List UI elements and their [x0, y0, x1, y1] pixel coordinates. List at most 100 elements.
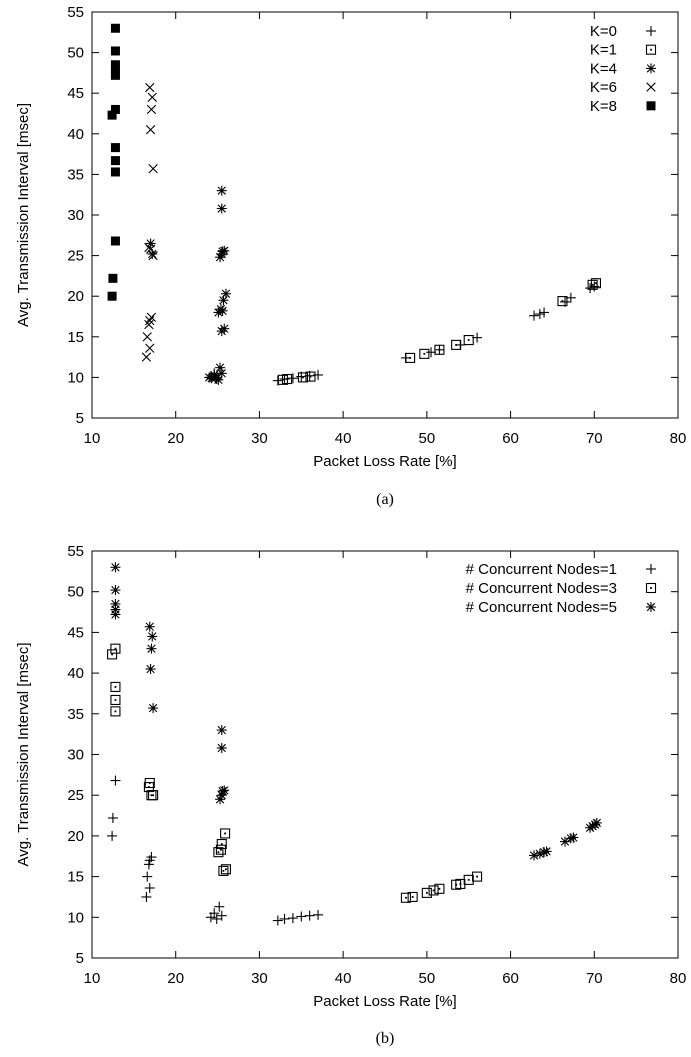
- data-point: [216, 838, 227, 850]
- data-point: [216, 742, 227, 753]
- data-point: [568, 832, 579, 843]
- marker-fill: [110, 23, 120, 33]
- data-point: [147, 248, 158, 259]
- marker-stroke: [148, 249, 157, 259]
- marker-stroke: [560, 837, 570, 846]
- marker-stroke: [141, 352, 152, 362]
- y-axis-title: Avg. Transmission Interval [msec]: [15, 643, 32, 867]
- marker-stroke: [569, 833, 578, 842]
- panel-caption: (b): [376, 1030, 395, 1047]
- data-point: [313, 909, 324, 920]
- series-2: [110, 562, 602, 861]
- data-point: [146, 852, 157, 863]
- marker-dot: [650, 587, 652, 589]
- data-point: [142, 332, 152, 342]
- data-point: [145, 82, 155, 93]
- marker-dot: [217, 851, 220, 854]
- data-point: [216, 203, 227, 214]
- marker-stroke: [645, 44, 657, 55]
- marker-stroke: [646, 64, 656, 73]
- marker-stroke: [148, 703, 158, 713]
- marker-stroke: [451, 339, 462, 350]
- marker-stroke: [220, 864, 231, 875]
- data-point: [213, 847, 224, 858]
- data-point: [107, 812, 118, 823]
- marker-stroke: [220, 786, 229, 795]
- legend-marker: [645, 582, 657, 594]
- y-tick-label: 40: [67, 665, 84, 682]
- series-1: [107, 643, 483, 903]
- marker-dot: [591, 283, 594, 286]
- marker-stroke: [220, 324, 229, 333]
- marker-stroke: [148, 790, 159, 801]
- legend: # Concurrent Nodes=1 # Concurrent Nodes=3…: [466, 561, 657, 616]
- x-tick-label: 40: [335, 970, 352, 987]
- marker-stroke: [221, 289, 231, 298]
- y-axis-title: Avg. Transmission Interval [msec]: [15, 103, 32, 327]
- marker-stroke: [217, 186, 226, 195]
- data-point: [142, 871, 153, 882]
- data-point: [434, 344, 445, 355]
- marker-dot: [150, 794, 153, 797]
- marker-fill: [110, 143, 120, 153]
- y-tick-label: 15: [67, 329, 84, 346]
- data-point: [587, 279, 598, 290]
- marker-dot: [302, 376, 304, 379]
- legend-marker: [646, 63, 656, 74]
- data-point: [220, 288, 231, 299]
- data-point: [110, 706, 121, 717]
- marker-dot: [148, 782, 151, 784]
- x-tick-label: 70: [586, 970, 603, 987]
- data-point: [110, 167, 120, 177]
- data-point: [144, 319, 154, 330]
- legend: K=0 K=1K=4 K=6 K=8: [590, 23, 657, 115]
- y-tick-label: 25: [67, 787, 84, 804]
- marker-dot: [220, 848, 222, 851]
- x-tick-label: 60: [502, 430, 519, 447]
- data-point: [434, 883, 445, 894]
- x-tick-label: 40: [335, 430, 352, 447]
- marker-stroke: [434, 344, 445, 355]
- marker-stroke: [463, 334, 474, 346]
- marker-stroke: [218, 247, 227, 256]
- data-point: [419, 348, 430, 359]
- marker-stroke: [217, 204, 226, 213]
- x-axis-title: Packet Loss Rate [%]: [313, 453, 456, 470]
- marker-fill: [110, 156, 120, 166]
- data-point: [539, 307, 550, 318]
- data-point: [428, 885, 439, 896]
- data-point: [148, 790, 159, 801]
- marker-stroke: [305, 371, 316, 382]
- marker-stroke: [110, 694, 121, 706]
- data-point: [148, 703, 159, 714]
- data-point: [219, 245, 230, 256]
- data-point: [110, 156, 120, 166]
- data-point: [141, 352, 152, 362]
- marker-dot: [595, 282, 597, 285]
- marker-stroke: [142, 332, 152, 342]
- legend-label: # Concurrent Nodes=3: [466, 580, 617, 597]
- marker-stroke: [419, 348, 430, 359]
- marker-stroke: [110, 706, 121, 717]
- marker-stroke: [146, 104, 157, 115]
- marker-stroke: [217, 725, 226, 735]
- x-tick-label: 10: [84, 970, 101, 987]
- marker-stroke: [218, 306, 227, 316]
- data-point: [110, 694, 121, 706]
- data-point: [110, 585, 121, 596]
- marker-fill: [107, 291, 117, 301]
- marker-stroke: [472, 871, 483, 882]
- data-point: [463, 334, 474, 346]
- marker-dot: [220, 843, 223, 845]
- marker-fill: [110, 167, 120, 177]
- legend-marker: [646, 564, 656, 574]
- y-tick-label: 5: [76, 410, 84, 427]
- marker-stroke: [144, 777, 155, 789]
- marker-fill: [646, 101, 656, 111]
- marker-stroke: [557, 296, 568, 307]
- y-tick-label: 25: [67, 248, 84, 265]
- marker-stroke: [215, 844, 226, 855]
- legend-label: K=6: [590, 79, 617, 96]
- marker-dot: [476, 875, 478, 878]
- data-point: [211, 374, 222, 385]
